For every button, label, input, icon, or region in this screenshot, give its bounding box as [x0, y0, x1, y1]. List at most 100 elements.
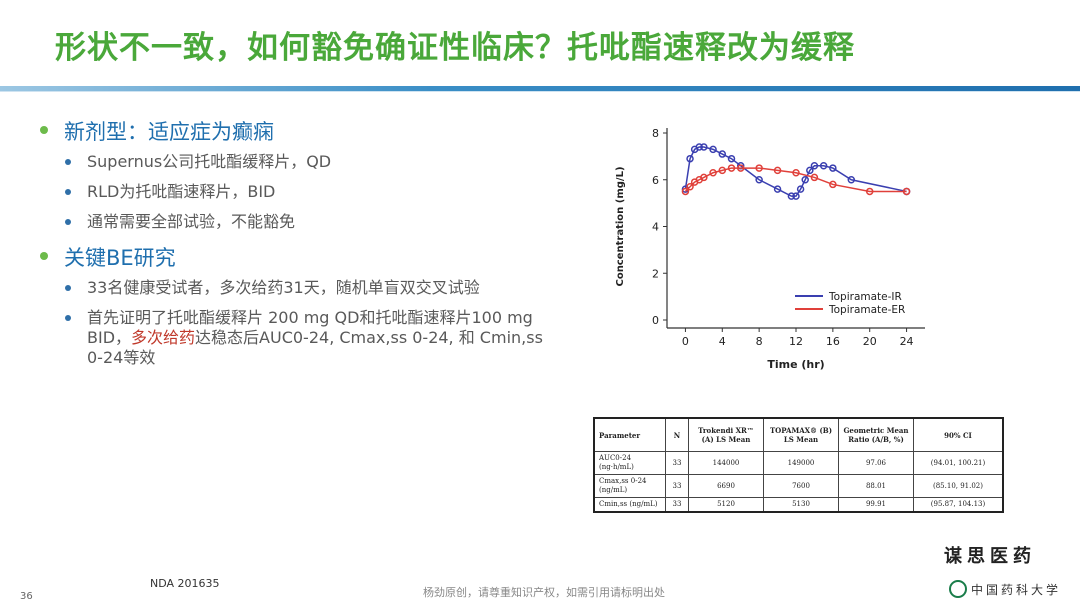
slide-title: 形状不一致，如何豁免确证性临床？托吡酯速释改为缓释 [55, 30, 855, 66]
data-point [902, 187, 911, 196]
university-logo: 中国药科大学 [949, 580, 1061, 598]
section-heading: 关键BE研究 [40, 242, 560, 272]
y-tick-label: 0 [652, 314, 659, 327]
table-cell: 149000 [763, 451, 839, 475]
highlight-text: 多次给药 [131, 328, 196, 347]
table-cell: 33 [665, 474, 689, 498]
x-tick-label: 24 [900, 335, 914, 348]
bullet-dot [65, 285, 71, 291]
data-point [736, 164, 745, 172]
data-point [727, 154, 736, 163]
table-cell: (94.01, 100.21) [913, 451, 1004, 475]
x-tick-label: 20 [863, 335, 877, 348]
list-item: Supernus公司托吡酯缓释片，QD [40, 152, 560, 172]
y-tick-label: 4 [652, 221, 659, 234]
table-cell: 5130 [763, 497, 839, 513]
table-cell: 144000 [688, 451, 764, 475]
table-row: AUC0-24 (ng·h/mL) 33 144000 149000 97.06… [593, 451, 1004, 475]
brand-stamp: 谋思医药 [944, 546, 1036, 567]
data-point [727, 164, 736, 172]
x-tick-label: 0 [682, 335, 689, 348]
bullet-dot [65, 159, 71, 165]
data-point [755, 176, 763, 184]
bullet-dot [65, 189, 71, 195]
data-point [796, 185, 805, 193]
section-heading: 新剂型：适应症为癫痫 [40, 116, 560, 146]
title-divider-thin [0, 91, 1080, 92]
y-tick-label: 2 [652, 267, 659, 280]
data-point [806, 166, 814, 175]
table-cell: Cmin,ss (ng/mL) [593, 497, 666, 513]
data-point [709, 145, 717, 154]
be-results-table: Parameter N Trokendi XR™ (A) LS Mean TOP… [593, 417, 1004, 513]
legend-label: Topiramate-IR [828, 291, 902, 303]
data-point [810, 173, 819, 182]
table-cell: 97.06 [838, 451, 914, 475]
data-point [681, 187, 690, 196]
series-line [684, 167, 907, 193]
x-tick-label: 4 [719, 335, 726, 348]
table-cell: 88.01 [838, 474, 914, 498]
table-header-row: Parameter N Trokendi XR™ (A) LS Mean TOP… [593, 417, 1004, 452]
table-header: Trokendi XR™ (A) LS Mean [688, 417, 764, 452]
table-row: Cmin,ss (ng/mL) 33 5120 5130 99.91 (95.8… [593, 497, 1004, 513]
data-point [686, 183, 694, 191]
table-cell: 7600 [763, 474, 839, 498]
table-cell: 6690 [688, 474, 764, 498]
table-header: TOPAMAX® (B) LS Mean [763, 417, 839, 452]
bullet-list: 新剂型：适应症为癫痫 Supernus公司托吡酯缓释片，QD RLD为托吡酯速释… [40, 112, 560, 378]
data-point [718, 150, 727, 158]
data-point [829, 180, 837, 189]
page-number: 36 [20, 591, 33, 602]
table-cell: Cmax,ss 0-24 (ng/mL) [593, 474, 666, 498]
data-point [718, 166, 727, 175]
table-cell: AUC0-24 (ng·h/mL) [593, 451, 666, 475]
table-header: Parameter [593, 417, 666, 452]
bullet-dot [40, 126, 48, 134]
copyright-footer: 杨劲原创，请尊重知识产权，如需引用请标明出处 [423, 586, 665, 599]
data-point [865, 187, 874, 196]
list-item: 33名健康受试者，多次给药31天，随机单盲双交叉试验 [40, 278, 560, 298]
data-point [847, 176, 856, 184]
logo-text: 中国药科大学 [971, 582, 1062, 597]
table-cell: 99.91 [838, 497, 914, 513]
study-description: 首先证明了托吡酯缓释片 200 mg QD和托吡酯速释片100 mg BID，多… [40, 308, 560, 368]
nda-number: NDA 201635 [150, 577, 220, 590]
data-point [686, 154, 694, 163]
bullet-dot [65, 315, 71, 321]
title-divider [0, 86, 1080, 91]
x-tick-label: 8 [756, 335, 763, 348]
data-point [792, 192, 800, 200]
x-tick-label: 16 [826, 335, 840, 348]
data-point [792, 168, 800, 177]
data-point [819, 161, 828, 170]
list-item: 通常需要全部试验，不能豁免 [40, 212, 560, 232]
table-cell: 33 [665, 497, 689, 513]
table-cell: (85.10, 91.02) [913, 474, 1004, 498]
table-row: Cmax,ss 0-24 (ng/mL) 33 6690 7600 88.01 … [593, 474, 1004, 498]
legend-label: Topiramate-ER [828, 304, 905, 316]
data-point [773, 185, 782, 193]
data-point [695, 143, 703, 151]
data-point [801, 176, 809, 184]
table-cell: 33 [665, 451, 689, 475]
data-point [700, 143, 708, 151]
list-item: RLD为托吡酯速释片，BID [40, 182, 560, 202]
table-header: Geometric Mean Ratio (A/B, %) [838, 417, 914, 452]
y-tick-label: 8 [652, 127, 659, 140]
table-header: 90% CI [913, 417, 1004, 452]
x-axis-label: Time (hr) [767, 358, 824, 371]
table-cell: 5120 [688, 497, 764, 513]
data-point [829, 164, 837, 172]
seal-icon [949, 580, 967, 598]
bullet-dot [40, 252, 48, 260]
data-point [755, 164, 763, 172]
table-cell: (95.87, 104.13) [913, 497, 1004, 513]
bullet-dot [65, 219, 71, 225]
data-point [787, 192, 796, 200]
data-point [709, 168, 717, 177]
y-axis-label: Concentration (mg/L) [615, 166, 626, 286]
y-tick-label: 6 [652, 174, 659, 187]
data-point [700, 173, 708, 182]
